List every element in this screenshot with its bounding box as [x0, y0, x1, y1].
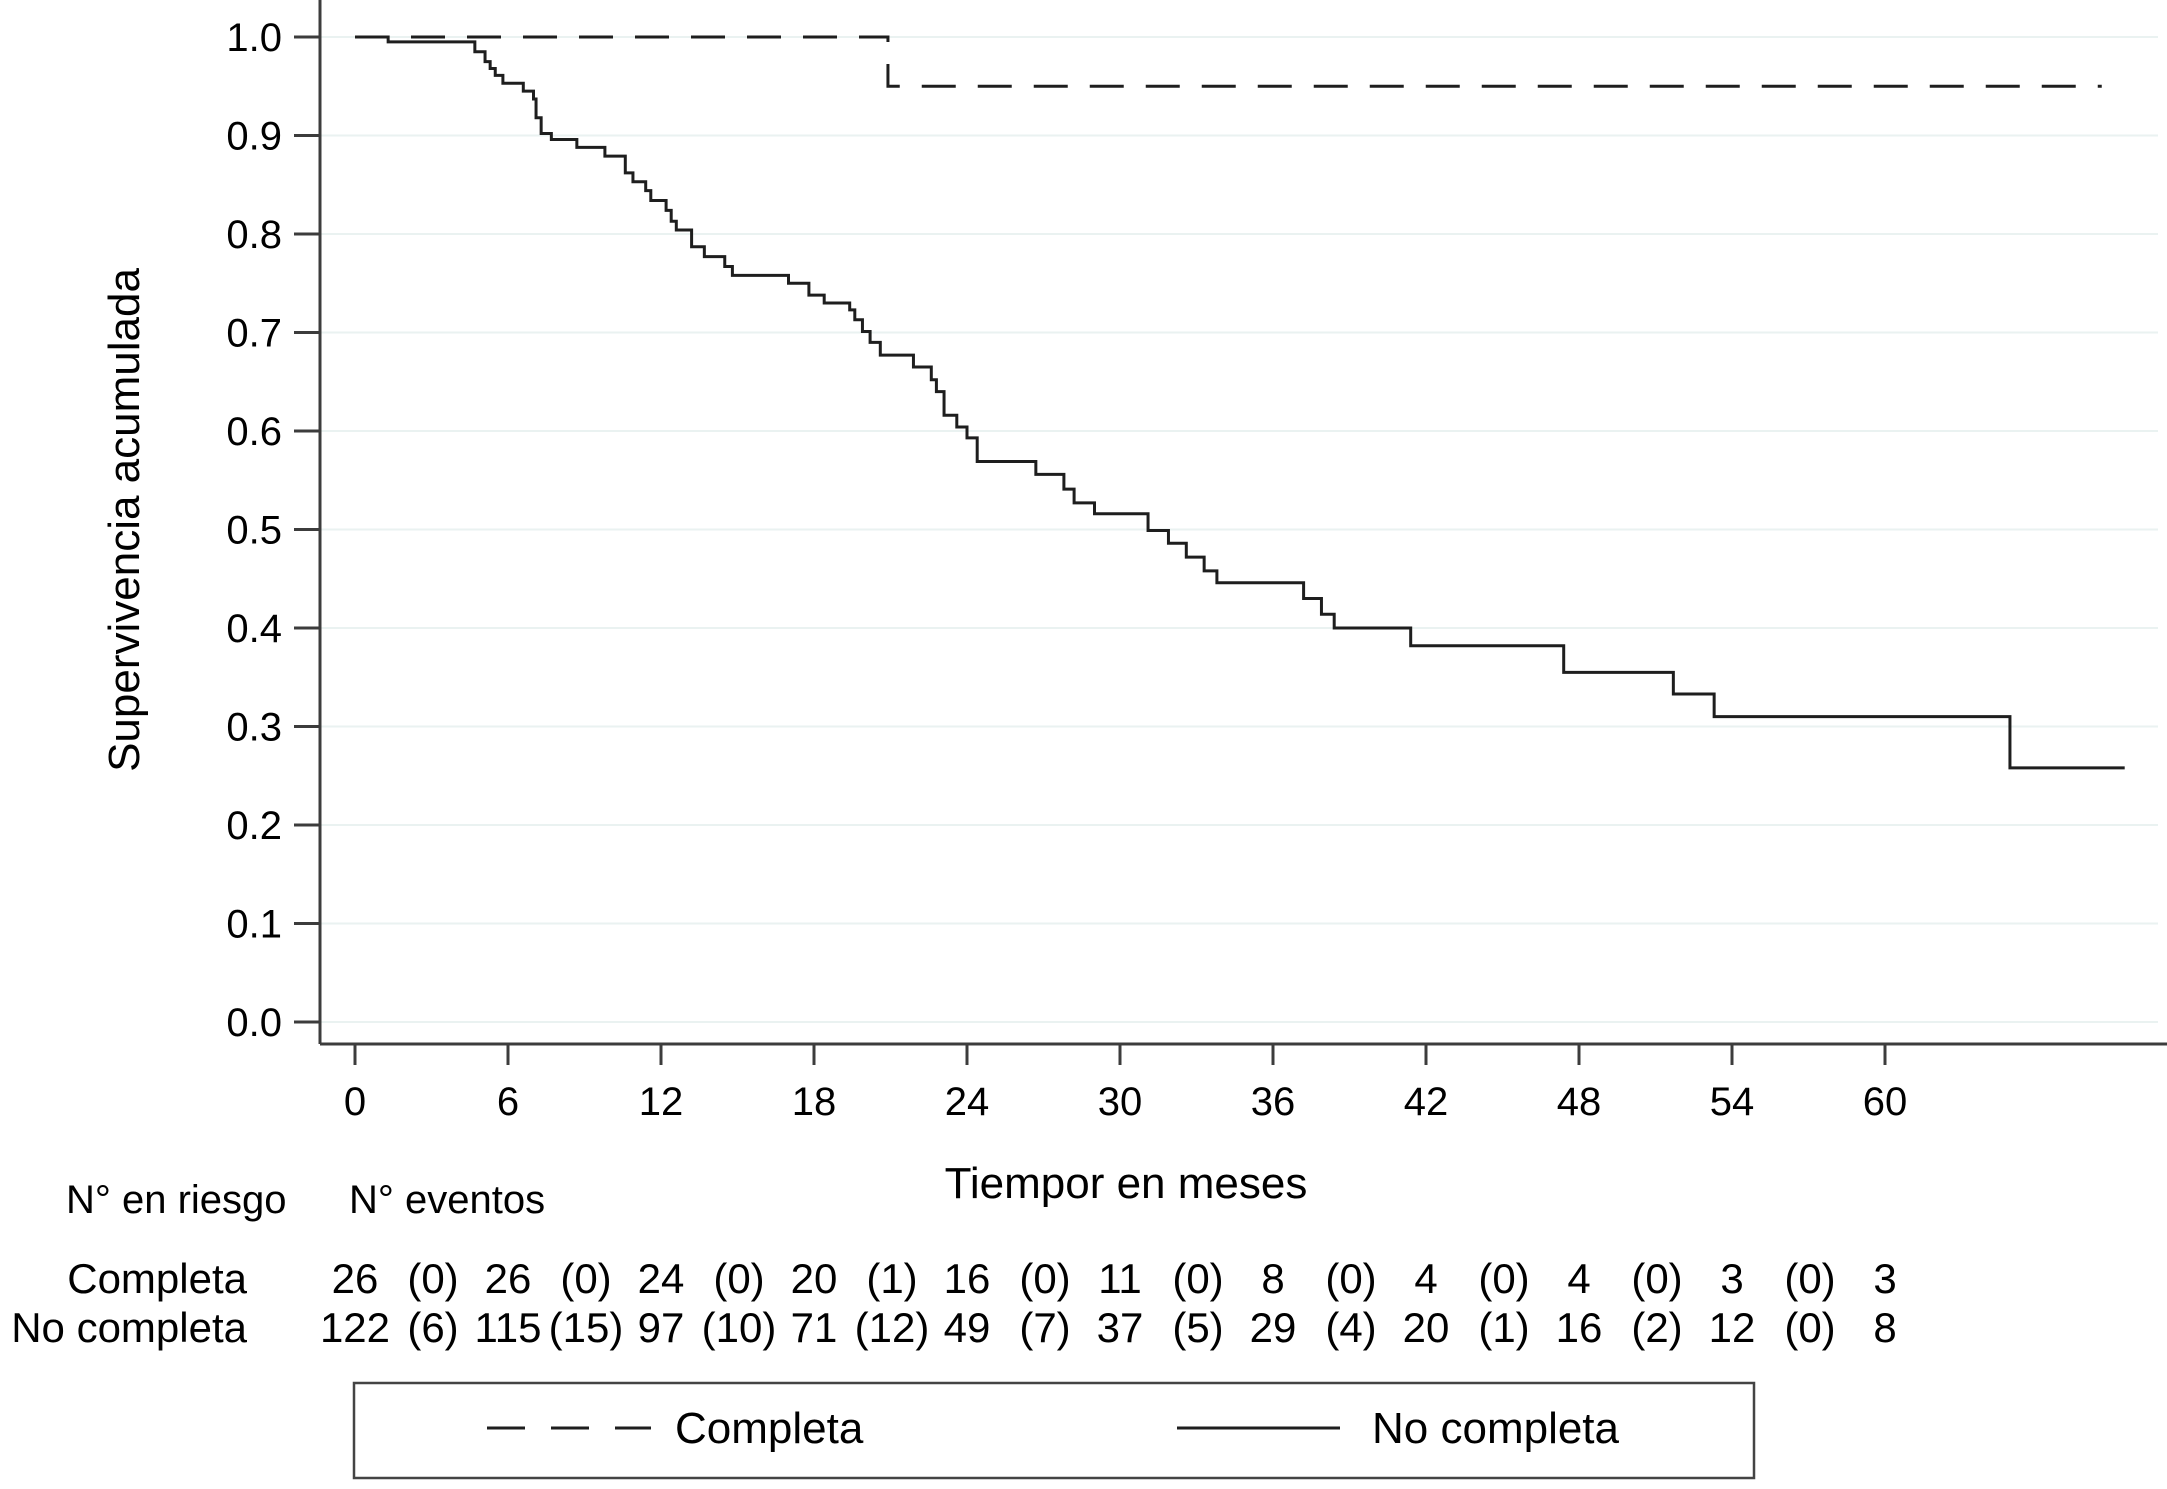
risk-value: 29 — [1250, 1304, 1297, 1351]
km-curve-completa — [355, 35, 2102, 88]
risk-value: 3 — [1873, 1255, 1896, 1302]
km-curve-no-completa — [355, 35, 2125, 770]
y-tick-label-0.6: 0.6 — [226, 410, 282, 454]
events-value: (0) — [713, 1255, 764, 1302]
risk-value: 16 — [1556, 1304, 1603, 1351]
risk-value: 122 — [320, 1304, 390, 1351]
risk-value: 16 — [944, 1255, 991, 1302]
y-tick-label-0.8: 0.8 — [226, 213, 282, 257]
x-tick-label-60: 60 — [1863, 1080, 1908, 1124]
events-value: (0) — [1784, 1255, 1835, 1302]
x-tick-label-48: 48 — [1557, 1080, 1602, 1124]
risk-row-label-completa: Completa — [67, 1255, 247, 1302]
risk-value: 26 — [485, 1255, 532, 1302]
risk-value: 12 — [1709, 1304, 1756, 1351]
y-tick-label-0.2: 0.2 — [226, 804, 282, 848]
legend-label-no-completa: No completa — [1372, 1404, 1620, 1453]
x-tick-label-12: 12 — [639, 1080, 684, 1124]
events-value: (6) — [407, 1304, 458, 1351]
risk-value: 3 — [1720, 1255, 1743, 1302]
events-value: (0) — [1784, 1304, 1835, 1351]
risk-value: 49 — [944, 1304, 991, 1351]
events-value: (0) — [1325, 1255, 1376, 1302]
events-value: (4) — [1325, 1304, 1376, 1351]
legend-box — [352, 1381, 1756, 1480]
y-tick-label-0.1: 0.1 — [226, 903, 282, 947]
events-value: (15) — [549, 1304, 624, 1351]
events-value: (0) — [1172, 1255, 1223, 1302]
risk-value: 4 — [1567, 1255, 1590, 1302]
events-value: (0) — [560, 1255, 611, 1302]
x-tick-label-54: 54 — [1710, 1080, 1755, 1124]
x-tick-label-24: 24 — [945, 1080, 990, 1124]
x-tick-label-42: 42 — [1404, 1080, 1449, 1124]
risk-value: 26 — [332, 1255, 379, 1302]
events-value: (0) — [407, 1255, 458, 1302]
events-value: (7) — [1019, 1304, 1070, 1351]
risk-value: 8 — [1261, 1255, 1284, 1302]
events-value: (1) — [866, 1255, 917, 1302]
risk-value: 115 — [475, 1304, 542, 1351]
survival-curves-group — [355, 35, 2125, 770]
risk-value: 11 — [1098, 1255, 1142, 1302]
y-tick-label-0.3: 0.3 — [226, 706, 282, 750]
gridlines-group — [320, 36, 2158, 1023]
risk-value: 37 — [1097, 1304, 1144, 1351]
risk-table-header-events: N° eventos — [349, 1178, 545, 1222]
risk-value: 4 — [1414, 1255, 1437, 1302]
events-value: (5) — [1172, 1304, 1223, 1351]
y-tick-label-0.4: 0.4 — [226, 607, 282, 651]
x-tick-label-0: 0 — [344, 1080, 366, 1124]
y-tick-label-0.9: 0.9 — [226, 115, 282, 159]
events-value: (0) — [1478, 1255, 1529, 1302]
x-tick-label-36: 36 — [1251, 1080, 1296, 1124]
axes-group — [318, 0, 2167, 1046]
risk-row-label-no-completa: No completa — [11, 1304, 247, 1351]
ticks-group — [294, 35, 1887, 1065]
events-value: (2) — [1631, 1304, 1682, 1351]
events-value: (0) — [1631, 1255, 1682, 1302]
y-tick-label-0.5: 0.5 — [226, 509, 282, 553]
risk-value: 20 — [791, 1255, 838, 1302]
y-tick-label-0.0: 0.0 — [226, 1001, 282, 1045]
x-axis-title: Tiempor en meses — [945, 1159, 1308, 1208]
x-tick-label-6: 6 — [497, 1080, 519, 1124]
x-tick-label-18: 18 — [792, 1080, 837, 1124]
risk-value: 71 — [791, 1304, 838, 1351]
tick-labels-group: 1.0 0.9 0.8 0.7 0.6 0.5 0.4 0.3 0.2 0.1 0.0 0 6 12 18 2… — [226, 16, 1907, 1124]
y-tick-label-1.0: 1.0 — [226, 16, 282, 60]
risk-value: 24 — [638, 1255, 685, 1302]
y-axis-title: Supervivencia acumulada — [100, 268, 149, 772]
x-tick-label-30: 30 — [1098, 1080, 1143, 1124]
events-value: (10) — [702, 1304, 777, 1351]
risk-table-values-group: 26 (0) 26 (0) 24 (0) 20 (1) 16 (0) 11 (0) 8 (0) 4 (0) 4 (… — [320, 1255, 1897, 1351]
events-value: (1) — [1478, 1304, 1529, 1351]
y-tick-label-0.7: 0.7 — [226, 312, 282, 356]
events-value: (12) — [855, 1304, 930, 1351]
risk-value: 20 — [1403, 1304, 1450, 1351]
risk-value: 8 — [1873, 1304, 1896, 1351]
risk-value: 97 — [638, 1304, 685, 1351]
legend-label-completa: Completa — [675, 1404, 864, 1453]
risk-table-header-at-risk: N° en riesgo — [66, 1178, 287, 1222]
events-value: (0) — [1019, 1255, 1070, 1302]
